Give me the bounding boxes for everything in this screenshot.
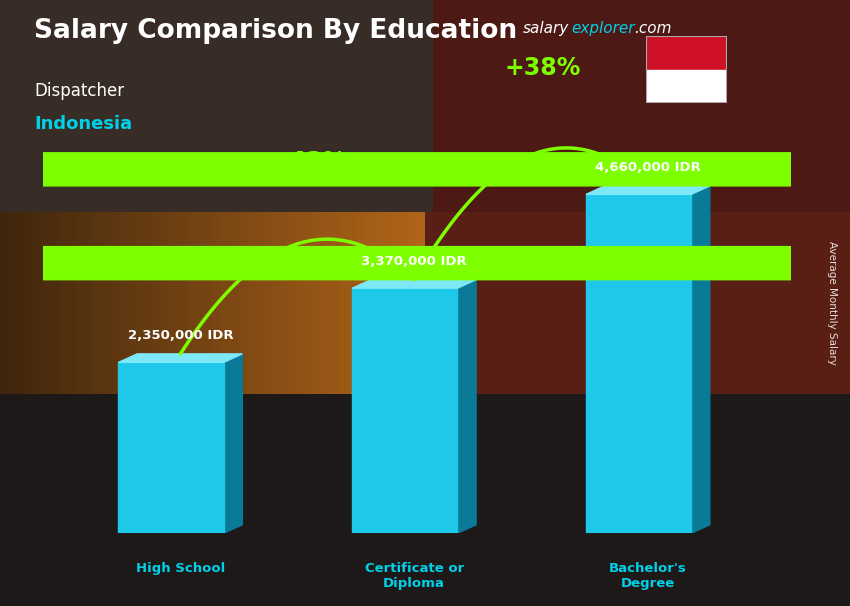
Text: explorer: explorer [571,21,635,36]
Text: salary: salary [523,21,569,36]
Polygon shape [0,212,382,394]
Polygon shape [691,186,710,533]
Polygon shape [0,247,850,280]
Text: Indonesia: Indonesia [34,115,132,133]
Polygon shape [586,195,691,533]
Text: +43%: +43% [271,150,347,173]
Text: Bachelor's
Degree: Bachelor's Degree [609,562,687,590]
Polygon shape [118,362,224,533]
Polygon shape [457,280,476,533]
Polygon shape [0,153,850,186]
Polygon shape [118,354,242,362]
Text: Dispatcher: Dispatcher [34,82,124,100]
Polygon shape [224,354,242,533]
Text: 3,370,000 IDR: 3,370,000 IDR [361,255,467,268]
Text: 4,660,000 IDR: 4,660,000 IDR [595,161,701,174]
Polygon shape [586,186,710,195]
Polygon shape [352,280,476,288]
Text: Salary Comparison By Education: Salary Comparison By Education [34,18,517,44]
Text: Average Monthly Salary: Average Monthly Salary [827,241,837,365]
Text: High School: High School [136,562,225,574]
Text: +38%: +38% [505,56,581,80]
Bar [646,36,727,70]
Text: 2,350,000 IDR: 2,350,000 IDR [128,329,233,342]
Polygon shape [0,394,850,606]
Text: .com: .com [634,21,672,36]
Text: Certificate or
Diploma: Certificate or Diploma [365,562,464,590]
Polygon shape [352,288,457,533]
Bar [646,70,727,103]
